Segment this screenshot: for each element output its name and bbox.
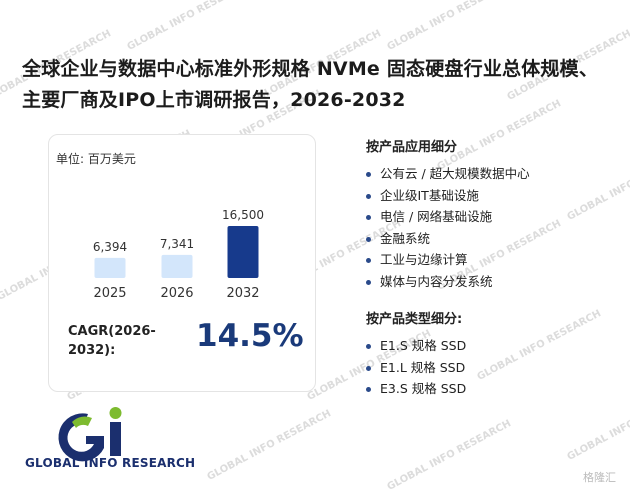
bar-2026 [161,254,193,278]
bar-2032 [227,226,259,278]
list-item: E3.S 规格 SSD [366,378,466,400]
list-item: 企业级IT基础设施 [366,185,530,207]
bullet-icon [366,344,371,349]
bullet-icon [366,387,371,392]
logo-text: GLOBAL INFO RESEARCH [25,456,196,470]
bullet-icon [366,236,371,242]
gi-logo-icon [58,407,122,462]
list-item: 电信 / 网络基础设施 [366,206,530,228]
list-item: 媒体与内容分发系统 [366,271,530,293]
bullet-icon [366,279,371,285]
bullet-icon [366,365,371,371]
list-item: 工业与边缘计算 [366,249,530,271]
value-label: 6,394 [93,240,127,254]
category-label: 2025 [93,286,126,301]
category-label: 2026 [160,286,193,301]
value-label: 16,500 [222,208,264,222]
bullet-icon [366,215,371,220]
application-segment-list: 按产品应用细分 公有云 / 超大规模数据中心 企业级IT基础设施 电信 / 网络… [366,136,530,292]
unit-label: 单位: 百万美元 [56,152,136,166]
category-label: 2032 [226,286,259,301]
bar-2025 [94,257,126,278]
bullet-icon [366,258,371,263]
list-item: E1.L 规格 SSD [366,357,466,379]
list-item: 公有云 / 超大规模数据中心 [366,163,530,185]
product-type-segment-title: 按产品类型细分: [366,312,463,327]
list-item: E1.S 规格 SSD [366,335,466,357]
cagr-label: CAGR(2026-2032): [68,324,156,358]
corner-watermark: 格隆汇 [583,471,616,484]
cagr-value: 14.5% [196,318,304,354]
application-segment-title: 按产品应用细分 [366,140,458,155]
value-label: 7,341 [160,237,194,251]
list-item: 金融系统 [366,228,530,250]
bullet-icon [366,172,371,177]
bullet-icon [366,193,371,199]
page-title: 全球企业与数据中心标准外形规格 NVMe 固态硬盘行业总体规模、主要厂商及IPO… [22,58,599,111]
product-type-segment-list: 按产品类型细分: E1.S 规格 SSD E1.L 规格 SSD E3.S 规格… [366,308,466,400]
